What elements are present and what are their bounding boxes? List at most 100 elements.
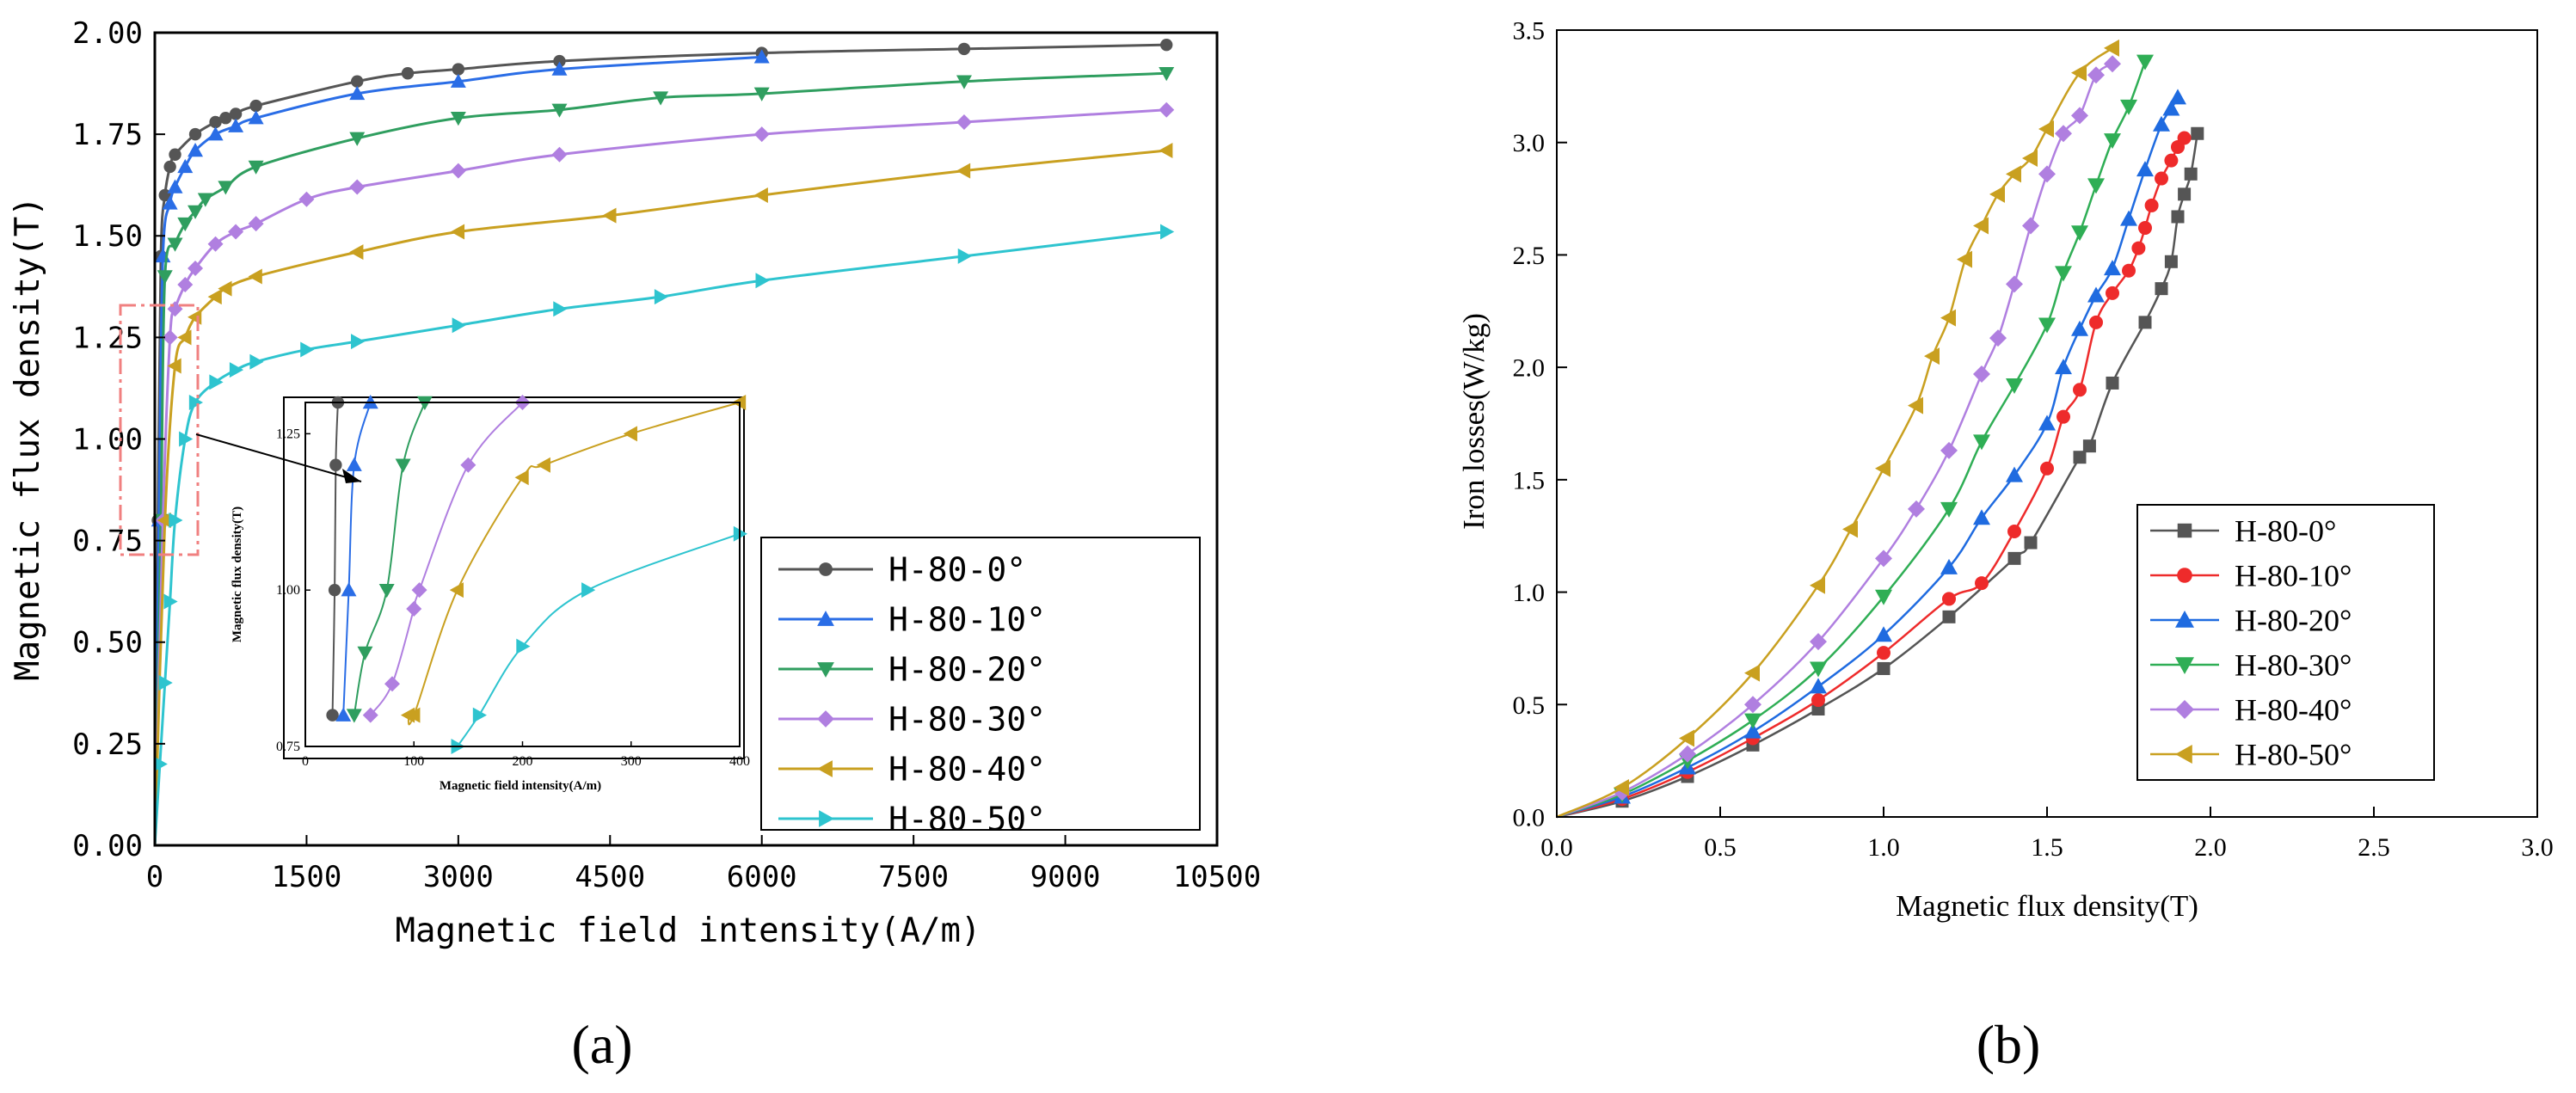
data-point xyxy=(2038,120,2054,138)
x-tick-label: 2.0 xyxy=(2194,833,2227,862)
inset-data-point xyxy=(384,676,400,692)
data-point xyxy=(2073,451,2087,464)
y-tick-label: 1.75 xyxy=(72,118,143,152)
data-point xyxy=(1159,67,1175,82)
data-point xyxy=(2038,165,2056,183)
y-tick-label: 1.25 xyxy=(72,321,143,355)
data-point xyxy=(956,75,972,89)
data-point xyxy=(1744,722,1761,739)
data-point xyxy=(1679,729,1694,747)
data-point xyxy=(602,207,617,224)
inset-y-tick-label: 0.75 xyxy=(276,740,300,754)
data-point xyxy=(654,289,669,305)
data-point xyxy=(167,358,181,374)
x-tick-label: 3000 xyxy=(423,860,494,894)
inset-y-tick-label: 1.00 xyxy=(276,583,300,598)
data-point xyxy=(1975,576,1989,591)
panel-a-x-ticks: 0 1500 3000 4500 6000 7500 9000 10500 xyxy=(146,835,1261,894)
data-point xyxy=(1973,217,1989,235)
data-point xyxy=(753,187,768,203)
x-tick-label: 1.0 xyxy=(1867,833,1900,862)
legend-label: H-80-30° xyxy=(888,700,1046,738)
data-point xyxy=(2055,266,2072,282)
data-point xyxy=(2169,89,2186,105)
data-point xyxy=(1989,185,2005,203)
data-point xyxy=(2087,286,2105,303)
legend-marker xyxy=(2177,568,2192,583)
data-point xyxy=(349,132,366,146)
data-point xyxy=(2171,210,2185,224)
panel-b-legend: H-80-0° H-80-10° H-80-20° H-80-30° H-80-40° H… xyxy=(2136,504,2435,781)
legend-label: H-80-50° xyxy=(2235,738,2352,772)
data-point xyxy=(1159,101,1175,118)
inset-x-ticks: 0 100 200 300 400 xyxy=(302,741,750,769)
data-point xyxy=(551,61,568,76)
data-point xyxy=(2071,225,2088,242)
inset-data-point xyxy=(472,707,487,723)
data-point xyxy=(2155,171,2168,186)
data-point xyxy=(1875,626,1892,642)
legend-marker xyxy=(817,611,834,626)
series-line-1 xyxy=(1556,137,2186,819)
inset-data-point xyxy=(346,457,362,471)
legend-marker xyxy=(2177,523,2192,538)
data-point xyxy=(401,67,415,80)
x-tick-label: 6000 xyxy=(727,860,797,894)
series-line-4 xyxy=(153,149,1167,846)
data-point xyxy=(2144,198,2159,212)
data-point xyxy=(188,261,204,277)
series-line-4 xyxy=(1556,63,2113,819)
data-point xyxy=(753,126,770,143)
data-point xyxy=(1811,693,1825,708)
data-point xyxy=(2006,378,2023,395)
legend-marker xyxy=(819,562,833,576)
panel-b: 0.0 0.5 1.0 1.5 2.0 2.5 3.0 0.0 0.5 1.0 1.5 2.0 2.5… xyxy=(1457,17,2554,1076)
data-point xyxy=(229,107,243,120)
y-tick-label: 3.0 xyxy=(1513,129,1546,157)
data-point xyxy=(452,63,465,76)
legend-label: H-80-0° xyxy=(888,550,1026,588)
x-tick-label: 0 xyxy=(146,860,163,894)
data-point xyxy=(188,143,204,157)
inset-data-point xyxy=(329,458,342,471)
data-point xyxy=(298,191,315,207)
data-point xyxy=(2006,165,2021,183)
data-point xyxy=(957,42,971,56)
data-point xyxy=(2153,115,2170,132)
data-point xyxy=(1940,558,1958,574)
inset-x-tick-label: 100 xyxy=(403,754,424,769)
data-point xyxy=(2106,286,2119,300)
data-point xyxy=(2007,551,2021,565)
data-point xyxy=(349,85,366,101)
data-point xyxy=(207,289,222,305)
series-line-5 xyxy=(1556,46,2113,819)
data-point xyxy=(209,374,224,390)
y-tick-label: 1.50 xyxy=(72,219,143,254)
data-point xyxy=(2022,150,2038,168)
data-point xyxy=(1957,250,1972,268)
data-point xyxy=(2138,316,2152,329)
data-point xyxy=(228,224,244,240)
data-point xyxy=(1973,365,1990,383)
data-point xyxy=(1973,434,1990,451)
data-point xyxy=(2038,414,2056,431)
x-tick-label: 1500 xyxy=(271,860,341,894)
legend-marker xyxy=(2175,657,2194,674)
data-point xyxy=(1744,713,1761,729)
inset-data-point xyxy=(406,707,421,723)
inset-series-line xyxy=(331,402,339,715)
data-point xyxy=(2104,260,2121,276)
inset-x-tick-label: 200 xyxy=(513,754,533,769)
data-point xyxy=(553,301,568,317)
inset-data-point xyxy=(357,646,373,660)
data-point xyxy=(162,329,178,346)
data-point xyxy=(167,301,183,317)
data-point xyxy=(551,146,568,163)
data-point xyxy=(1908,500,1925,518)
data-point xyxy=(249,99,262,113)
data-point xyxy=(1744,664,1760,682)
inset-pointer-arrowhead xyxy=(342,469,361,483)
data-point xyxy=(197,193,213,207)
x-tick-label: 9000 xyxy=(1030,860,1101,894)
